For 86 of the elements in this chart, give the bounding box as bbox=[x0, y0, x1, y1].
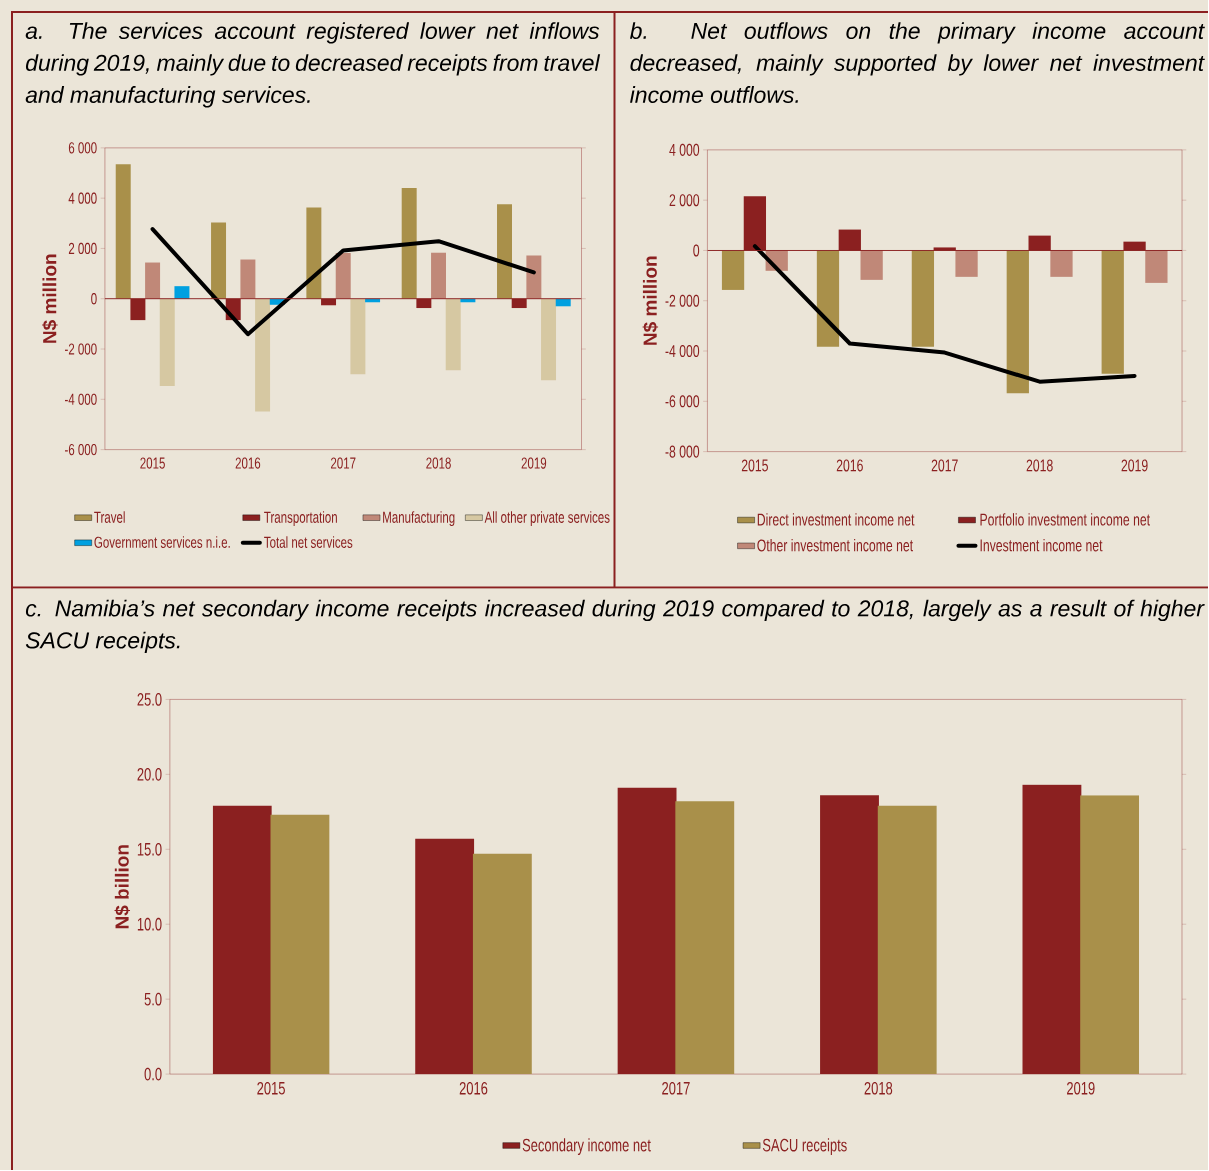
y-tick-label: 0 bbox=[693, 244, 700, 257]
bar bbox=[877, 805, 937, 1075]
bar bbox=[350, 298, 366, 375]
bar bbox=[145, 262, 161, 299]
x-tick-label: 2015 bbox=[257, 1081, 285, 1095]
bar bbox=[1101, 250, 1124, 374]
bar bbox=[431, 252, 447, 299]
bar bbox=[335, 252, 351, 299]
y-tick-label: 25.0 bbox=[137, 693, 162, 706]
bar bbox=[270, 814, 330, 1075]
y-tick-label: -2 000 bbox=[65, 343, 97, 355]
y-tick-label: 2 000 bbox=[68, 242, 97, 255]
x-tick-label: 2016 bbox=[836, 459, 863, 472]
bar bbox=[306, 207, 322, 299]
line-series bbox=[150, 227, 536, 337]
bar bbox=[240, 259, 256, 299]
y-axis-title: N$ billion bbox=[114, 845, 131, 929]
chart-title: b. Net outflows on the primary income account decreased, mainly supported by lower net investment income outflows. bbox=[630, 22, 1205, 103]
legend-label: Portfolio investment income net bbox=[980, 513, 1150, 526]
legend-label: Secondary income net bbox=[522, 1138, 651, 1156]
y-tick-label: 5.0 bbox=[144, 992, 162, 1006]
y-tick-label: 4 000 bbox=[669, 143, 700, 156]
y-tick-label: 2 000 bbox=[669, 194, 700, 207]
bar bbox=[911, 250, 935, 347]
x-tick-label: 2016 bbox=[459, 1081, 488, 1095]
bar bbox=[1006, 250, 1029, 394]
bar bbox=[860, 250, 883, 280]
bar bbox=[816, 250, 840, 347]
bar bbox=[721, 250, 745, 290]
y-tick-label: -2 000 bbox=[665, 294, 700, 307]
x-tick-label: 2017 bbox=[331, 457, 356, 469]
x-tick-label: 2019 bbox=[1067, 1081, 1095, 1095]
bar bbox=[472, 853, 532, 1075]
y-tick-label: -6 000 bbox=[665, 395, 700, 408]
bar bbox=[159, 298, 175, 386]
legend-label: Government services n.i.e. bbox=[94, 536, 230, 548]
x-tick-label: 2018 bbox=[1026, 459, 1053, 472]
x-tick-label: 2017 bbox=[931, 459, 958, 472]
chart-title: c. Namibia’s net secondary income receipts increased during 2019 compared to 2018, largely as a result of higher SACU receipts. bbox=[25, 599, 1205, 654]
x-tick-label: 2018 bbox=[864, 1081, 893, 1095]
y-tick-label: 10.0 bbox=[137, 917, 162, 931]
y-tick-label: 0 bbox=[91, 293, 97, 305]
x-tick-label: 2016 bbox=[235, 457, 261, 469]
y-axis-title: N$ million bbox=[42, 254, 58, 343]
bar bbox=[255, 298, 271, 412]
legend-label: Total net services bbox=[264, 536, 353, 548]
x-tick-label: 2017 bbox=[662, 1081, 690, 1095]
bar bbox=[1050, 250, 1073, 277]
bar bbox=[401, 188, 417, 299]
bar bbox=[955, 250, 978, 277]
legend-label: Manufacturing bbox=[383, 511, 455, 527]
x-tick-label: 2019 bbox=[521, 457, 547, 469]
y-tick-label: 15.0 bbox=[137, 842, 162, 856]
bar bbox=[445, 298, 461, 371]
legend-label: Investment income net bbox=[980, 538, 1103, 552]
bar bbox=[497, 204, 512, 299]
bar bbox=[174, 286, 190, 299]
bar bbox=[526, 255, 542, 299]
bar bbox=[541, 298, 557, 381]
x-tick-label: 2015 bbox=[741, 459, 768, 472]
legend-label: SACU receipts bbox=[762, 1138, 847, 1156]
bar bbox=[1080, 795, 1140, 1075]
chart-title: a. The services account registered lower net inflows during 2019, mainly due to decreased receipts from travel and manufacturing services. bbox=[25, 22, 601, 108]
y-tick-label: 6 000 bbox=[68, 142, 97, 154]
bar bbox=[1145, 250, 1168, 283]
bar bbox=[211, 222, 227, 299]
legend-label: Travel bbox=[94, 511, 125, 523]
y-tick-label: -6 000 bbox=[65, 443, 97, 456]
x-tick-label: 2018 bbox=[426, 457, 451, 469]
legend-label: Transportation bbox=[264, 511, 337, 527]
y-tick-label: 0.0 bbox=[144, 1067, 162, 1081]
x-tick-label: 2015 bbox=[140, 457, 165, 469]
y-tick-label: 20.0 bbox=[137, 767, 162, 781]
y-tick-label: -4 000 bbox=[665, 345, 700, 358]
y-axis-title: N$ million bbox=[642, 256, 659, 345]
y-tick-label: -4 000 bbox=[65, 393, 97, 405]
bar bbox=[675, 801, 735, 1075]
bar bbox=[555, 298, 571, 307]
y-tick-label: 4 000 bbox=[68, 192, 97, 204]
bar bbox=[115, 164, 131, 299]
line-series bbox=[752, 244, 1137, 384]
legend-label: Other investment income net bbox=[757, 538, 914, 552]
legend-label: All other private services bbox=[484, 511, 610, 527]
legend-label: Direct investment income net bbox=[757, 513, 915, 526]
y-tick-label: -8 000 bbox=[665, 445, 700, 458]
x-tick-label: 2019 bbox=[1121, 459, 1148, 472]
